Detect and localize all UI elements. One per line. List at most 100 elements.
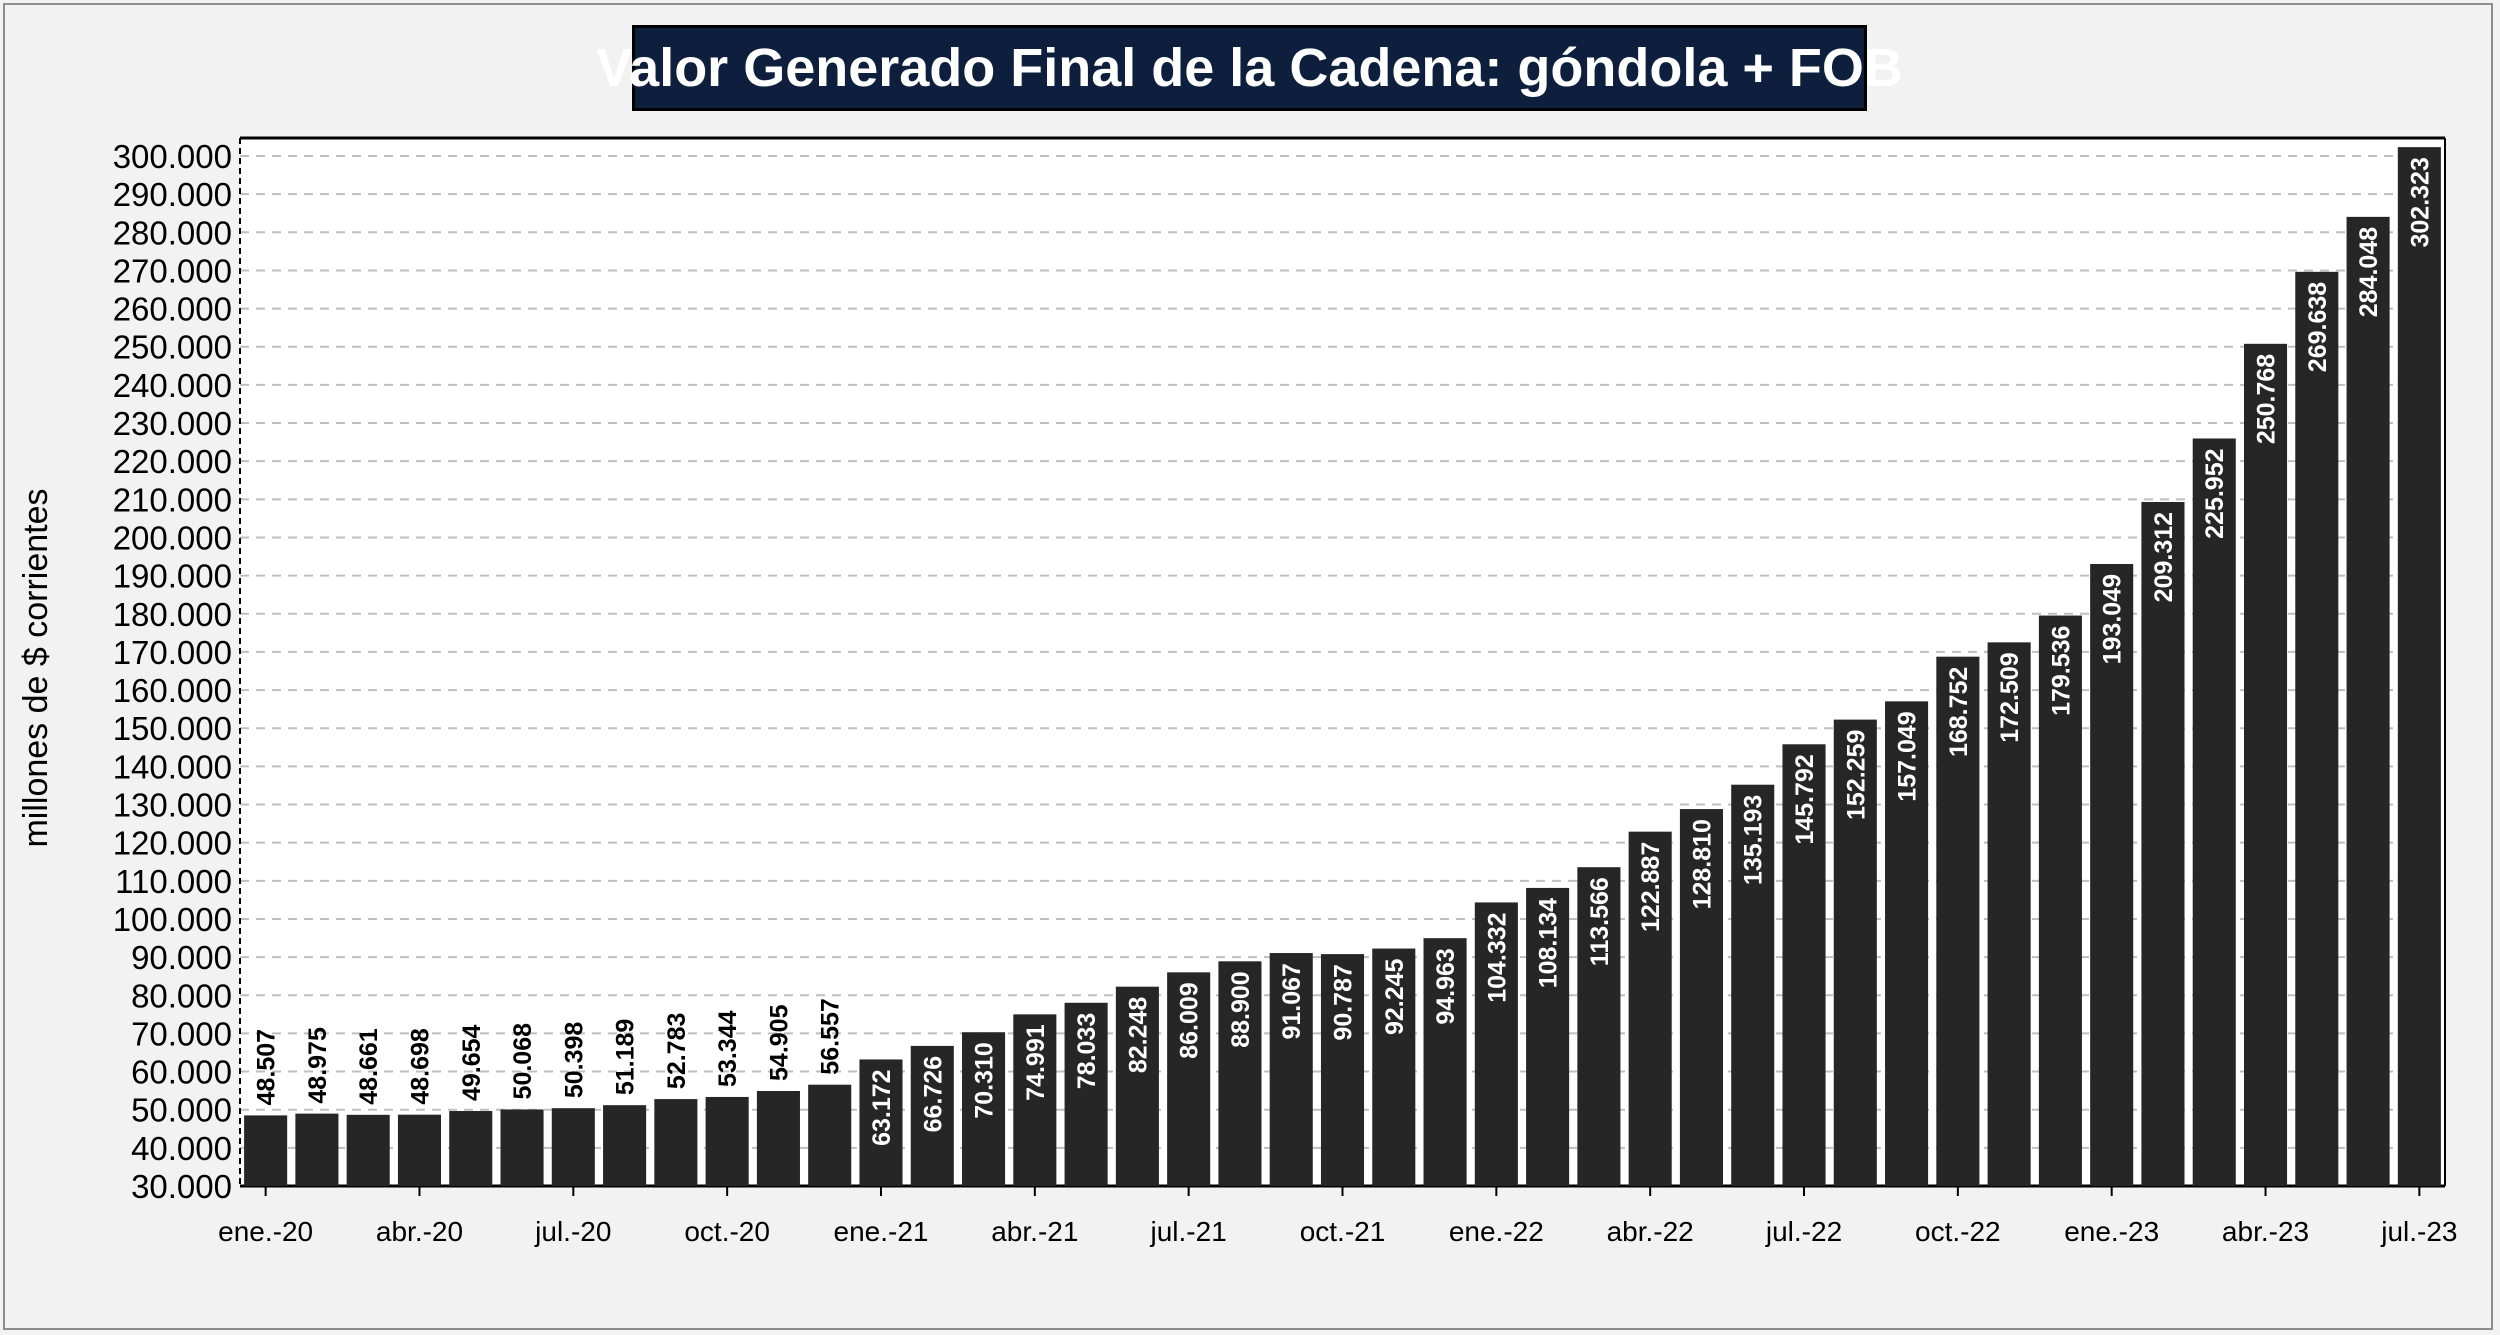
value-label: 48.661 bbox=[355, 1028, 383, 1105]
value-label: 113.566 bbox=[1586, 877, 1614, 966]
value-label: 49.654 bbox=[458, 1024, 486, 1101]
bar bbox=[1987, 642, 2031, 1186]
value-label: 172.509 bbox=[1996, 652, 2024, 742]
value-label: 269.638 bbox=[2304, 282, 2332, 372]
x-tick-label: jul.-23 bbox=[2380, 1216, 2457, 1247]
bar bbox=[1218, 961, 1262, 1186]
bar bbox=[808, 1084, 852, 1186]
value-label: 122.887 bbox=[1637, 842, 1665, 932]
x-tick-label: abr.-21 bbox=[991, 1216, 1078, 1247]
value-label: 135.193 bbox=[1740, 795, 1768, 885]
bar bbox=[1731, 784, 1775, 1186]
bar bbox=[2141, 501, 2185, 1187]
x-tick-label: oct.-20 bbox=[684, 1216, 770, 1247]
x-tick-labels: ene.-20 abr.-20 jul.-20 oct.-20 ene.-21 abr.-… bbox=[218, 1216, 2457, 1247]
value-label: 50.398 bbox=[560, 1022, 588, 1099]
bar bbox=[1782, 744, 1826, 1186]
bar bbox=[1577, 867, 1621, 1186]
value-label: 91.067 bbox=[1278, 963, 1306, 1039]
bar bbox=[2397, 147, 2441, 1186]
bar bbox=[2038, 615, 2082, 1186]
value-label: 63.172 bbox=[868, 1069, 896, 1145]
value-label: 92.245 bbox=[1381, 958, 1409, 1035]
value-label: 50.068 bbox=[509, 1023, 537, 1100]
value-label: 302.323 bbox=[2406, 157, 2434, 247]
value-label: 66.726 bbox=[919, 1056, 947, 1132]
value-label: 94.963 bbox=[1432, 948, 1460, 1024]
x-tick-label: ene.-22 bbox=[1449, 1216, 1544, 1247]
y-tick-label: 290.000 bbox=[113, 176, 232, 213]
bar bbox=[2346, 216, 2390, 1186]
y-tick-label: 160.000 bbox=[113, 672, 232, 709]
bar bbox=[859, 1059, 903, 1186]
bar bbox=[1628, 831, 1672, 1186]
y-tick-label: 50.000 bbox=[131, 1092, 232, 1129]
value-label: 82.248 bbox=[1124, 997, 1152, 1074]
bar bbox=[1885, 701, 1929, 1186]
bar bbox=[1679, 809, 1723, 1186]
y-tick-label: 270.000 bbox=[113, 252, 232, 289]
bar bbox=[449, 1111, 493, 1186]
y-tick-label: 100.000 bbox=[113, 901, 232, 938]
value-label: 78.033 bbox=[1073, 1013, 1101, 1089]
y-tick-label: 190.000 bbox=[113, 558, 232, 595]
x-tick-label: jul.-22 bbox=[1765, 1216, 1842, 1247]
bar bbox=[2090, 563, 2134, 1186]
bar bbox=[1372, 948, 1416, 1186]
bar bbox=[295, 1113, 339, 1186]
bar bbox=[1936, 656, 1980, 1186]
bar bbox=[244, 1115, 288, 1186]
value-label: 86.009 bbox=[1176, 982, 1204, 1058]
x-tick-label: ene.-23 bbox=[2064, 1216, 2159, 1247]
value-label: 54.905 bbox=[765, 1004, 793, 1081]
x-tick-label: abr.-22 bbox=[1607, 1216, 1694, 1247]
bar bbox=[1526, 887, 1570, 1186]
y-tick-label: 210.000 bbox=[113, 481, 232, 518]
value-label: 90.787 bbox=[1330, 964, 1358, 1040]
value-label: 193.049 bbox=[2099, 574, 2127, 664]
value-label: 157.049 bbox=[1894, 711, 1922, 801]
value-label: 88.900 bbox=[1227, 971, 1255, 1047]
y-tick-label: 200.000 bbox=[113, 519, 232, 556]
bar bbox=[962, 1032, 1006, 1186]
y-axis-label: millones de $ corrientes bbox=[17, 488, 55, 847]
y-tick-label: 250.000 bbox=[113, 329, 232, 366]
value-label: 53.344 bbox=[714, 1010, 742, 1087]
value-label: 52.783 bbox=[663, 1013, 691, 1089]
value-label: 284.048 bbox=[2355, 227, 2383, 317]
value-label: 168.752 bbox=[1945, 667, 1973, 757]
bar bbox=[603, 1105, 647, 1186]
bar bbox=[2295, 271, 2339, 1186]
x-tick-label: abr.-20 bbox=[376, 1216, 463, 1247]
bar bbox=[705, 1096, 749, 1186]
bar bbox=[1013, 1014, 1057, 1186]
bar bbox=[1167, 972, 1211, 1186]
value-label: 51.189 bbox=[612, 1019, 640, 1095]
bars bbox=[244, 147, 2441, 1187]
y-tick-label: 150.000 bbox=[113, 710, 232, 747]
value-label: 56.557 bbox=[817, 998, 845, 1074]
y-tick-label: 60.000 bbox=[131, 1054, 232, 1091]
chart-title-box: Valor Generado Final de la Cadena: góndo… bbox=[596, 25, 1903, 111]
y-tick-label: 130.000 bbox=[113, 787, 232, 824]
bar bbox=[1115, 986, 1159, 1186]
value-label: 128.810 bbox=[1688, 819, 1716, 909]
y-tick-label: 110.000 bbox=[115, 863, 232, 900]
bar bbox=[1320, 954, 1365, 1186]
value-label: 250.768 bbox=[2253, 354, 2281, 444]
bar bbox=[346, 1114, 390, 1186]
bar bbox=[1423, 938, 1467, 1186]
x-tick-label: jul.-20 bbox=[534, 1216, 611, 1247]
bar bbox=[500, 1109, 544, 1186]
bar bbox=[1064, 1002, 1108, 1186]
bar bbox=[2243, 343, 2288, 1186]
bar bbox=[397, 1114, 442, 1186]
bar bbox=[551, 1108, 595, 1186]
value-label: 70.310 bbox=[971, 1042, 999, 1118]
value-label: 104.332 bbox=[1483, 912, 1511, 1002]
x-tick-label: ene.-20 bbox=[218, 1216, 313, 1247]
y-tick-label: 220.000 bbox=[113, 443, 232, 480]
value-label: 74.991 bbox=[1022, 1024, 1050, 1101]
x-tick-label: jul.-21 bbox=[1150, 1216, 1227, 1247]
bar bbox=[1833, 719, 1877, 1186]
